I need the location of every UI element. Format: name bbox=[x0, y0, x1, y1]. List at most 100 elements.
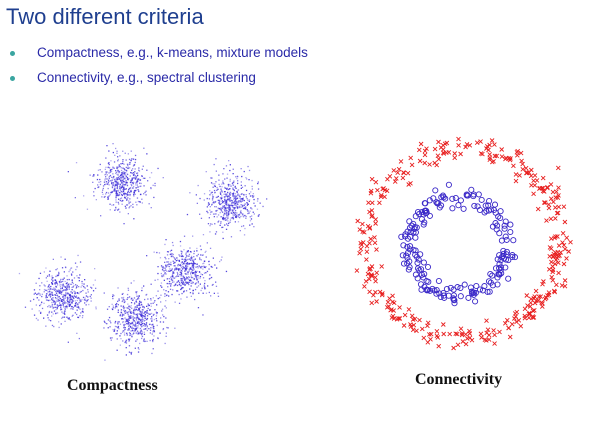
scatter-point bbox=[122, 340, 124, 342]
scatter-point bbox=[136, 295, 138, 297]
scatter-point bbox=[41, 307, 44, 310]
scatter-point bbox=[227, 198, 230, 200]
scatter-point bbox=[81, 311, 83, 313]
scatter-point bbox=[112, 204, 115, 206]
scatter-point bbox=[67, 301, 69, 303]
scatter-point bbox=[232, 194, 234, 196]
scatter-point bbox=[68, 301, 70, 303]
scatter-point bbox=[154, 309, 156, 311]
x-marker bbox=[460, 339, 466, 344]
scatter-point bbox=[216, 209, 218, 212]
scatter-point bbox=[134, 325, 136, 327]
x-marker bbox=[532, 294, 538, 299]
scatter-point bbox=[200, 217, 203, 219]
x-marker bbox=[556, 185, 561, 191]
scatter-point bbox=[127, 178, 129, 180]
scatter-point bbox=[107, 198, 109, 200]
scatter-point bbox=[105, 157, 107, 159]
scatter-point bbox=[249, 224, 251, 226]
scatter-point bbox=[229, 164, 231, 166]
scatter-point bbox=[47, 291, 49, 293]
scatter-point bbox=[190, 251, 192, 253]
scatter-point bbox=[141, 318, 143, 321]
scatter-point bbox=[216, 267, 218, 269]
scatter-point bbox=[130, 181, 132, 183]
scatter-point bbox=[118, 172, 120, 174]
scatter-point bbox=[220, 221, 222, 223]
scatter-point bbox=[129, 316, 131, 318]
scatter-point bbox=[228, 197, 230, 200]
scatter-point bbox=[105, 191, 108, 194]
scatter-point bbox=[54, 282, 57, 284]
o-marker bbox=[476, 286, 484, 293]
scatter-point bbox=[109, 169, 112, 171]
scatter-point bbox=[111, 181, 113, 183]
scatter-point bbox=[159, 257, 162, 259]
scatter-point bbox=[126, 320, 128, 322]
scatter-point bbox=[157, 266, 159, 268]
scatter-point bbox=[54, 288, 56, 290]
compactness-scatter-plot bbox=[18, 143, 268, 361]
x-marker bbox=[432, 160, 438, 166]
scatter-point bbox=[139, 342, 141, 345]
x-marker bbox=[456, 136, 461, 142]
scatter-point bbox=[123, 172, 125, 174]
scatter-point bbox=[198, 265, 200, 267]
scatter-point bbox=[131, 334, 133, 336]
o-marker bbox=[483, 207, 490, 215]
scatter-point bbox=[92, 181, 94, 183]
scatter-point bbox=[73, 297, 75, 300]
scatter-point bbox=[120, 192, 122, 194]
scatter-point bbox=[33, 314, 36, 316]
scatter-point bbox=[251, 179, 253, 182]
x-marker bbox=[504, 317, 510, 323]
scatter-point bbox=[180, 265, 182, 267]
scatter-point bbox=[205, 250, 207, 252]
scatter-point bbox=[237, 176, 239, 178]
scatter-point bbox=[152, 348, 154, 350]
scatter-point bbox=[108, 162, 110, 164]
scatter-point bbox=[210, 276, 213, 279]
scatter-point bbox=[116, 183, 118, 185]
scatter-point bbox=[135, 300, 137, 302]
scatter-point bbox=[215, 170, 217, 172]
o-marker bbox=[404, 249, 412, 256]
scatter-point bbox=[193, 278, 195, 280]
scatter-point bbox=[211, 177, 213, 179]
scatter-point bbox=[195, 282, 197, 284]
scatter-point bbox=[108, 172, 110, 174]
scatter-point bbox=[116, 177, 118, 179]
scatter-point bbox=[219, 185, 221, 188]
o-marker bbox=[449, 205, 456, 212]
scatter-point bbox=[194, 258, 196, 260]
scatter-point bbox=[191, 260, 193, 262]
scatter-point bbox=[222, 201, 225, 203]
scatter-point bbox=[227, 184, 229, 186]
scatter-point bbox=[121, 203, 123, 205]
scatter-point bbox=[226, 177, 228, 179]
scatter-point bbox=[162, 328, 165, 330]
scatter-point bbox=[149, 339, 151, 342]
scatter-point bbox=[204, 280, 206, 282]
scatter-point bbox=[130, 352, 132, 354]
x-marker bbox=[456, 142, 461, 148]
scatter-point bbox=[240, 198, 243, 200]
scatter-point bbox=[240, 187, 242, 189]
scatter-point bbox=[137, 313, 139, 315]
scatter-point bbox=[148, 313, 150, 315]
scatter-point bbox=[118, 194, 121, 196]
o-marker bbox=[410, 229, 417, 236]
scatter-point bbox=[85, 304, 87, 306]
scatter-point bbox=[137, 178, 139, 180]
scatter-point bbox=[157, 337, 159, 339]
scatter-point bbox=[136, 204, 138, 206]
scatter-point bbox=[116, 194, 118, 196]
scatter-point bbox=[127, 167, 129, 170]
scatter-point bbox=[114, 322, 116, 324]
scatter-point bbox=[193, 273, 196, 276]
scatter-point bbox=[131, 327, 133, 329]
x-marker bbox=[398, 159, 404, 164]
scatter-point bbox=[237, 221, 240, 223]
scatter-point bbox=[226, 206, 228, 209]
o-marker bbox=[497, 208, 504, 215]
